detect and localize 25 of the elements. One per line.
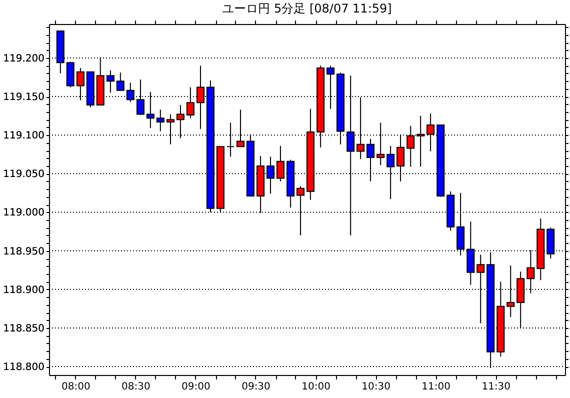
y-tick-label: 118.850 [3,323,44,334]
y-tick-label: 118.900 [3,284,44,296]
y-tick-label: 119.150 [3,92,44,104]
x-tick-label: 10:00 [302,382,330,392]
candlestick [156,109,164,132]
y-tick-label: 119.200 [3,53,44,64]
x-tick-label: 08:00 [62,382,90,392]
x-tick-label: 11:30 [482,382,511,392]
y-tick-label: 119.100 [3,130,44,142]
y-tick-label: 119.050 [3,169,44,180]
chart-title: ユーロ円 5分足 [08/07 11:59] [222,2,392,16]
candlestick [186,86,194,119]
candlestick [106,70,114,94]
x-tick-label: 08:30 [122,382,150,392]
y-tick-label: 118.950 [3,246,44,258]
y-tick-label: 118.800 [3,362,44,374]
x-tick-label: 09:30 [242,382,270,392]
x-tick-label: 11:00 [422,382,450,392]
candlestick [66,61,74,88]
candlestick [116,72,124,91]
candlestick [396,134,405,182]
x-tick-label: 10:30 [362,382,390,392]
candlestick [366,138,375,182]
x-tick-label: 09:00 [182,382,210,392]
y-tick-label: 119.000 [3,208,44,219]
